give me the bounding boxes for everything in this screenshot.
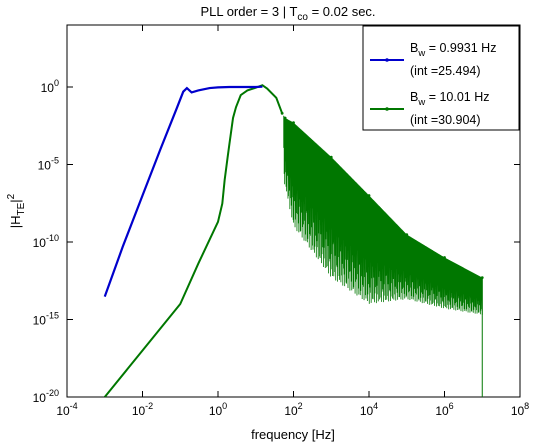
series-layer bbox=[103, 84, 484, 397]
y-tick-label: 10-20 bbox=[33, 388, 59, 405]
series-2-marker bbox=[480, 276, 484, 280]
ylabel-bar: | bbox=[8, 199, 23, 202]
legend-marker-2 bbox=[385, 107, 389, 111]
series-2-marker bbox=[283, 116, 287, 120]
title-sub: co bbox=[297, 12, 308, 23]
series-2-marker bbox=[367, 194, 371, 197]
y-tick-label: 10-5 bbox=[38, 156, 59, 173]
legend: Bw = 0.9931 Hz (int =25.494) Bw = 10.01 … bbox=[362, 25, 520, 131]
x-tick-label: 10-4 bbox=[56, 401, 77, 418]
y-tick-label: 10-10 bbox=[33, 233, 59, 250]
y-tick-label: 100 bbox=[41, 78, 59, 95]
legend-label-2-int: (int =30.904) bbox=[410, 113, 481, 127]
x-tick-labels: 10-4 10-2 100 102 104 106 108 bbox=[56, 401, 529, 418]
ylabel-sub: TE bbox=[16, 202, 27, 215]
series-2-marker bbox=[405, 233, 409, 237]
series-2-oscillation bbox=[283, 115, 483, 315]
title-main: PLL order = 3 | T bbox=[200, 4, 297, 19]
series-2-marker bbox=[443, 256, 446, 259]
legend-marker-1 bbox=[385, 58, 389, 62]
x-tick-label: 102 bbox=[284, 401, 302, 418]
y-tick-label: 10-15 bbox=[33, 311, 59, 328]
series-2-line bbox=[103, 84, 284, 397]
legend-label-2: Bw = 10.01 Hz bbox=[410, 90, 490, 108]
legend-label-1: Bw = 0.9931 Hz bbox=[410, 41, 496, 59]
x-tick-label: 104 bbox=[360, 401, 378, 418]
legend-label-1-int: (int =25.494) bbox=[410, 64, 481, 78]
ylabel-main: |H bbox=[8, 215, 23, 228]
ylabel-sup: 2 bbox=[6, 193, 17, 199]
chart-title: PLL order = 3 | Tco = 0.02 sec. bbox=[200, 4, 375, 23]
y-axis-label: |HTE|2 bbox=[6, 193, 27, 228]
x-axis-label: frequency [Hz] bbox=[251, 427, 335, 442]
series-2-marker bbox=[292, 121, 295, 125]
series-2-marker bbox=[280, 111, 284, 115]
series-2-marker bbox=[329, 155, 333, 159]
legend-box bbox=[362, 25, 520, 131]
x-tick-label: 100 bbox=[209, 401, 227, 418]
x-tick-label: 10-2 bbox=[132, 401, 153, 418]
x-tick-label: 108 bbox=[511, 401, 529, 418]
y-tick-labels: 100 10-5 10-10 10-15 10-20 bbox=[33, 78, 59, 405]
series-1-line bbox=[103, 85, 263, 297]
x-tick-label: 106 bbox=[435, 401, 453, 418]
title-rest: = 0.02 sec. bbox=[308, 4, 376, 19]
